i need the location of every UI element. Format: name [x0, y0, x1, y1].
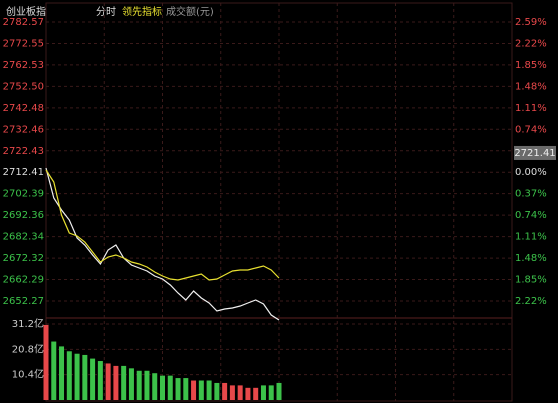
- volume-bar: [43, 324, 49, 400]
- volume-bar: [160, 375, 165, 400]
- y-tick-label: 2672.32: [3, 253, 44, 264]
- volume-bar: [175, 378, 181, 400]
- volume-bar: [222, 382, 228, 400]
- y-pct-label: 0.74%: [515, 210, 547, 221]
- y-tick-label: 2762.53: [3, 60, 44, 71]
- volume-title[interactable]: 成交额(元): [166, 5, 214, 18]
- volume-bar: [229, 385, 235, 400]
- volume-bar: [90, 358, 96, 400]
- last-price-box: [514, 145, 556, 160]
- y-tick-label: 2692.36: [3, 210, 44, 221]
- y-pct-label: 1.11%: [515, 232, 547, 243]
- volume-bar: [245, 387, 251, 400]
- volume-bar: [191, 380, 197, 400]
- y-pct-label: 1.48%: [515, 81, 547, 92]
- volume-bar: [167, 375, 173, 400]
- y-tick-label: 2662.29: [3, 275, 44, 286]
- volume-bar: [128, 368, 134, 400]
- y-pct-label: 1.11%: [515, 103, 547, 114]
- y-tick-label: 2782.57: [3, 17, 44, 28]
- y-pct-label: 1.85%: [515, 60, 547, 71]
- volume-bar: [74, 353, 80, 400]
- volume-bar: [260, 385, 266, 400]
- volume-bar: [237, 385, 243, 400]
- y-tick-label: 2652.27: [3, 296, 44, 307]
- y-pct-label: 0.00%: [515, 167, 547, 178]
- y-pct-label: 0.37%: [515, 189, 547, 200]
- volume-bar: [214, 382, 220, 400]
- volume-bar: [105, 363, 111, 400]
- volume-bar: [66, 351, 72, 400]
- volume-bar: [144, 370, 150, 400]
- volume-bar: [253, 387, 259, 400]
- y-pct-label: 2.22%: [515, 296, 547, 307]
- y-tick-label: 31.2亿: [12, 317, 44, 330]
- legend-entry[interactable]: 分时: [96, 6, 116, 18]
- volume-bar: [268, 385, 274, 400]
- y-pct-label: 1.85%: [515, 275, 547, 286]
- y-pct-label: 2.22%: [515, 38, 547, 49]
- y-tick-label: 2722.43: [3, 146, 44, 157]
- y-tick-label: 20.8亿: [12, 342, 44, 355]
- y-pct-label: 0.74%: [515, 124, 547, 135]
- volume-bar: [136, 370, 142, 400]
- price-line: [45, 167, 280, 321]
- y-tick-label: 2752.50: [3, 81, 44, 92]
- last-price-label: 2721.41: [514, 148, 555, 159]
- volume-bar: [121, 365, 127, 400]
- price-line: [45, 169, 280, 281]
- volume-bar: [206, 380, 212, 400]
- y-tick-label: 2702.39: [3, 189, 44, 200]
- volume-bar: [97, 361, 103, 400]
- y-tick-label: 2732.46: [3, 124, 44, 135]
- volume-bar: [82, 354, 88, 400]
- volume-bar: [59, 346, 65, 400]
- legend-entry[interactable]: 领先指标: [122, 5, 162, 18]
- chart-title[interactable]: 创业板指: [6, 5, 46, 18]
- volume-bar: [276, 382, 282, 400]
- y-tick-label: 10.4亿: [12, 368, 44, 381]
- volume-bar: [51, 341, 57, 400]
- y-tick-label: 2772.55: [3, 38, 44, 49]
- y-pct-label: 2.59%: [515, 17, 547, 28]
- volume-bar: [113, 365, 119, 400]
- volume-bar: [198, 380, 204, 400]
- y-tick-label: 2742.48: [3, 103, 44, 114]
- y-tick-label: 2712.41: [3, 167, 44, 178]
- y-pct-label: 1.48%: [515, 253, 547, 264]
- y-tick-label: 2682.34: [3, 232, 44, 243]
- volume-bar: [152, 373, 158, 400]
- volume-bar: [183, 378, 189, 400]
